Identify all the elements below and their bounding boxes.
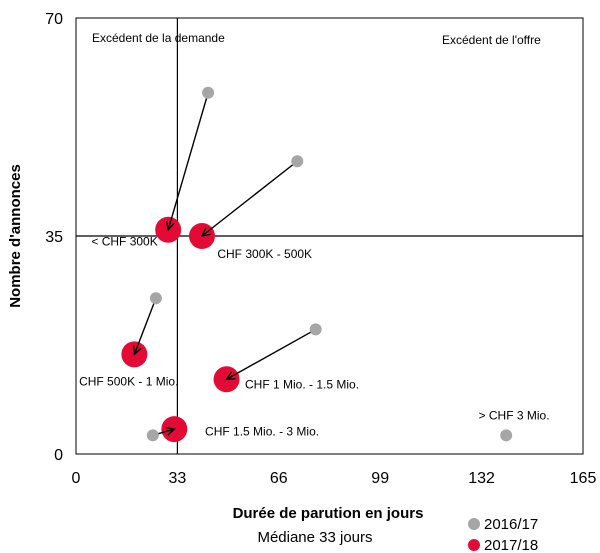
change-arrow xyxy=(168,92,209,230)
change-arrows xyxy=(134,92,317,436)
data-point-2016-17 xyxy=(309,323,322,336)
data-point-2016-17 xyxy=(202,86,215,99)
data-point-2016-17 xyxy=(146,429,159,442)
legend-swatch-2017-18 xyxy=(468,539,480,551)
legend: 2016/17 2017/18 xyxy=(468,516,538,553)
point-label: CHF 1.5 Mio. - 3 Mio. xyxy=(205,424,319,438)
series-2016-17-points xyxy=(146,86,513,442)
point-label: CHF 1 Mio. - 1.5 Mio. xyxy=(245,378,359,392)
legend-swatch-2016-17 xyxy=(468,518,480,530)
point-label: > CHF 3 Mio. xyxy=(479,409,550,423)
x-axis-subtitle: Médiane 33 jours xyxy=(257,529,372,546)
point-labels: < CHF 300K CHF 300K - 500K CHF 500K - 1 Mi… xyxy=(79,234,549,438)
quadrant-label-demand: Excédent de la demande xyxy=(92,31,225,45)
legend-label-2017-18: 2017/18 xyxy=(484,537,538,553)
data-point-2016-17 xyxy=(291,155,304,168)
x-tick-label: 165 xyxy=(570,470,597,487)
y-axis-ticks: 0 35 70 xyxy=(45,11,63,464)
point-label: CHF 300K - 500K xyxy=(217,247,312,261)
legend-label-2016-17: 2016/17 xyxy=(484,516,538,533)
y-tick-label: 70 xyxy=(45,11,63,28)
change-arrow xyxy=(134,298,157,354)
x-axis-ticks: 0 33 66 99 132 165 xyxy=(72,470,597,487)
data-point-2016-17 xyxy=(149,292,162,305)
quadrant-label-supply: Excédent de l'offre xyxy=(442,33,541,47)
x-axis-title: Durée de parution en jours xyxy=(233,505,424,522)
x-tick-label: 66 xyxy=(270,470,288,487)
change-arrow xyxy=(202,160,298,236)
x-tick-label: 0 xyxy=(72,470,81,487)
y-tick-label: 0 xyxy=(54,447,63,464)
data-point-2016-17 xyxy=(500,429,513,442)
x-tick-label: 132 xyxy=(468,470,495,487)
y-axis-title: Nombre d'annonces xyxy=(7,164,24,308)
point-label: CHF 500K - 1 Mio. xyxy=(79,374,178,388)
x-tick-label: 99 xyxy=(371,470,389,487)
point-label: < CHF 300K xyxy=(91,234,157,248)
change-arrow xyxy=(227,328,317,379)
y-tick-label: 35 xyxy=(45,229,63,246)
x-tick-label: 33 xyxy=(169,470,187,487)
